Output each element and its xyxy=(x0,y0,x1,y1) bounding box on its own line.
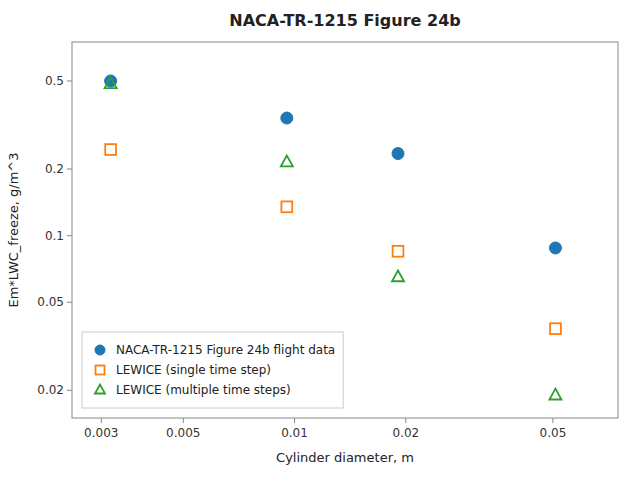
x-tick xyxy=(101,418,102,423)
point xyxy=(392,148,404,160)
point xyxy=(281,201,292,212)
y-tick xyxy=(67,80,72,81)
y-tick xyxy=(67,169,72,170)
y-tick xyxy=(67,235,72,236)
legend-box xyxy=(82,332,343,408)
x-tick xyxy=(405,418,406,423)
legend-label: LEWICE (single time step) xyxy=(116,363,271,377)
point xyxy=(281,112,293,124)
y-tick xyxy=(67,390,72,391)
legend-label: LEWICE (multiple time steps) xyxy=(116,383,291,397)
legend: NACA-TR-1215 Figure 24b flight data LEWIC… xyxy=(82,332,343,408)
x-tick xyxy=(183,418,184,423)
point xyxy=(549,389,561,400)
y-tick-label: 0.5 xyxy=(45,74,64,88)
point xyxy=(549,242,561,254)
x-tick-label: 0.02 xyxy=(392,426,419,440)
y-axis-label: Em*LWC_freeze, g/m^3 xyxy=(6,152,21,307)
x-tick xyxy=(552,418,553,423)
point xyxy=(105,144,116,155)
x-axis-label: Cylinder diameter, m xyxy=(276,450,414,465)
legend-marker xyxy=(95,345,105,355)
x-tick-label: 0.003 xyxy=(84,426,118,440)
legend-marker xyxy=(96,366,105,375)
y-tick-label: 0.02 xyxy=(37,383,64,397)
legend-marker xyxy=(95,385,105,394)
point xyxy=(281,155,293,166)
y-tick-label: 0.1 xyxy=(45,229,64,243)
title: NACA-TR-1215 Figure 24b xyxy=(229,11,460,30)
y-tick xyxy=(67,302,72,303)
x-tick-label: 0.005 xyxy=(166,426,200,440)
x-tick-label: 0.01 xyxy=(281,426,308,440)
point xyxy=(393,246,404,257)
y-tick-label: 0.05 xyxy=(37,295,64,309)
chart: 0.003 0.005 0.01 0.02 0.05 0.02 0.05 0.1 0.2 0.5 N… xyxy=(0,0,640,480)
plot-frame xyxy=(72,42,618,418)
point xyxy=(392,270,404,281)
legend-label: NACA-TR-1215 Figure 24b flight data xyxy=(116,343,335,357)
x-tick xyxy=(294,418,295,423)
points xyxy=(105,75,562,400)
y-tick-label: 0.2 xyxy=(45,162,64,176)
plot-area xyxy=(72,42,618,418)
point xyxy=(550,323,561,334)
x-tick-label: 0.05 xyxy=(540,426,567,440)
point xyxy=(105,77,117,88)
